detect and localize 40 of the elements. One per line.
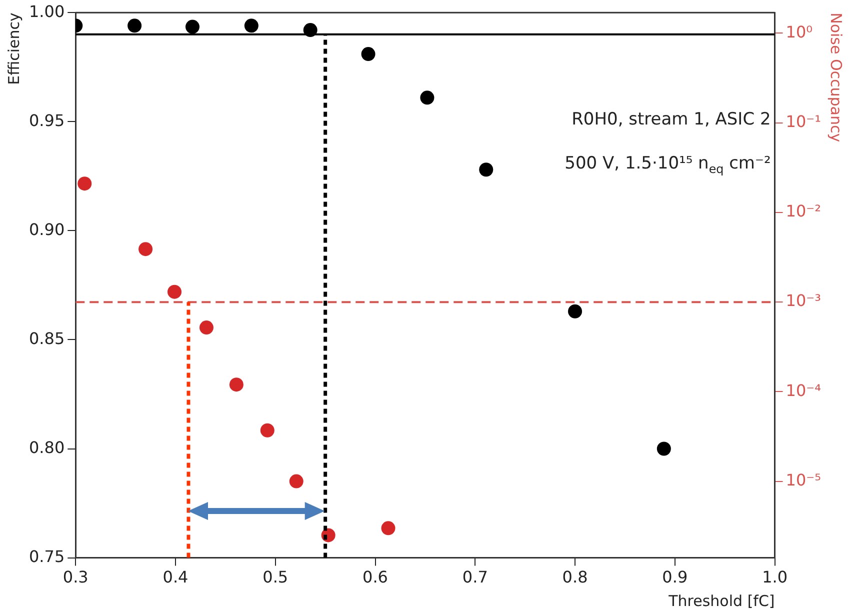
- x-tick-label: 0.7: [462, 568, 488, 587]
- point: [260, 423, 274, 438]
- point: [244, 18, 258, 33]
- point: [229, 378, 244, 392]
- y-tick-label: 0.95: [29, 110, 65, 130]
- y2-tick-label: 10⁻⁴: [786, 380, 821, 400]
- point: [656, 442, 671, 456]
- point: [128, 18, 142, 33]
- x-tick-label: 0.6: [362, 568, 388, 587]
- point: [479, 162, 494, 177]
- point: [185, 20, 200, 34]
- y2-tick-label: 10⁻³: [786, 291, 821, 310]
- point: [289, 474, 304, 488]
- y-tick-label: 0.85: [29, 328, 65, 348]
- x-tick-label: 0.4: [162, 568, 188, 587]
- annotation: R0H0, stream 1, ASIC 2: [572, 110, 771, 130]
- point: [381, 521, 396, 536]
- point: [78, 176, 92, 191]
- y-tick-label: 0.75: [29, 546, 65, 566]
- x-tick-label: 0.5: [262, 568, 288, 587]
- y-tick-label: 0.90: [29, 220, 65, 239]
- y2-tick-label: 10⁻²: [786, 202, 821, 221]
- point: [568, 304, 582, 318]
- y2-tick-label: 10⁻¹: [786, 112, 821, 132]
- point: [138, 242, 153, 256]
- point: [168, 284, 182, 299]
- point: [199, 320, 214, 335]
- y-tick-label: 1.00: [29, 2, 65, 21]
- y2-axis-title: Noise Occupancy: [827, 12, 846, 142]
- y2-tick-label: 10⁰: [786, 22, 813, 42]
- y2-tick-label: 10⁻⁵: [786, 470, 821, 490]
- x-axis-title: Threshold [fC]: [668, 592, 775, 610]
- x-tick-label: 1.0: [762, 568, 788, 587]
- x-tick-label: 0.8: [562, 568, 588, 587]
- x-tick-label: 0.3: [62, 568, 88, 587]
- point: [420, 90, 434, 105]
- y-axis-title: Efficiency: [4, 12, 23, 85]
- x-tick-label: 0.9: [662, 568, 688, 587]
- point: [361, 47, 376, 62]
- y-tick-label: 0.80: [29, 438, 65, 457]
